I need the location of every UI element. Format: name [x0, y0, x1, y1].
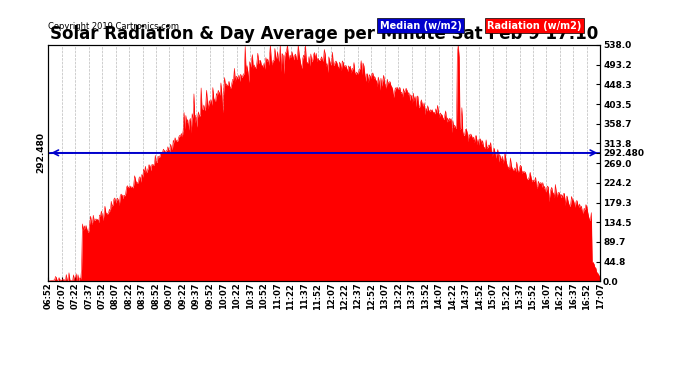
Text: Radiation (w/m2): Radiation (w/m2) [487, 21, 582, 31]
Text: Median (w/m2): Median (w/m2) [380, 21, 462, 31]
Text: Copyright 2019 Cartronics.com: Copyright 2019 Cartronics.com [48, 22, 179, 31]
Title: Solar Radiation & Day Average per Minute Sat Feb 9 17:10: Solar Radiation & Day Average per Minute… [50, 26, 598, 44]
